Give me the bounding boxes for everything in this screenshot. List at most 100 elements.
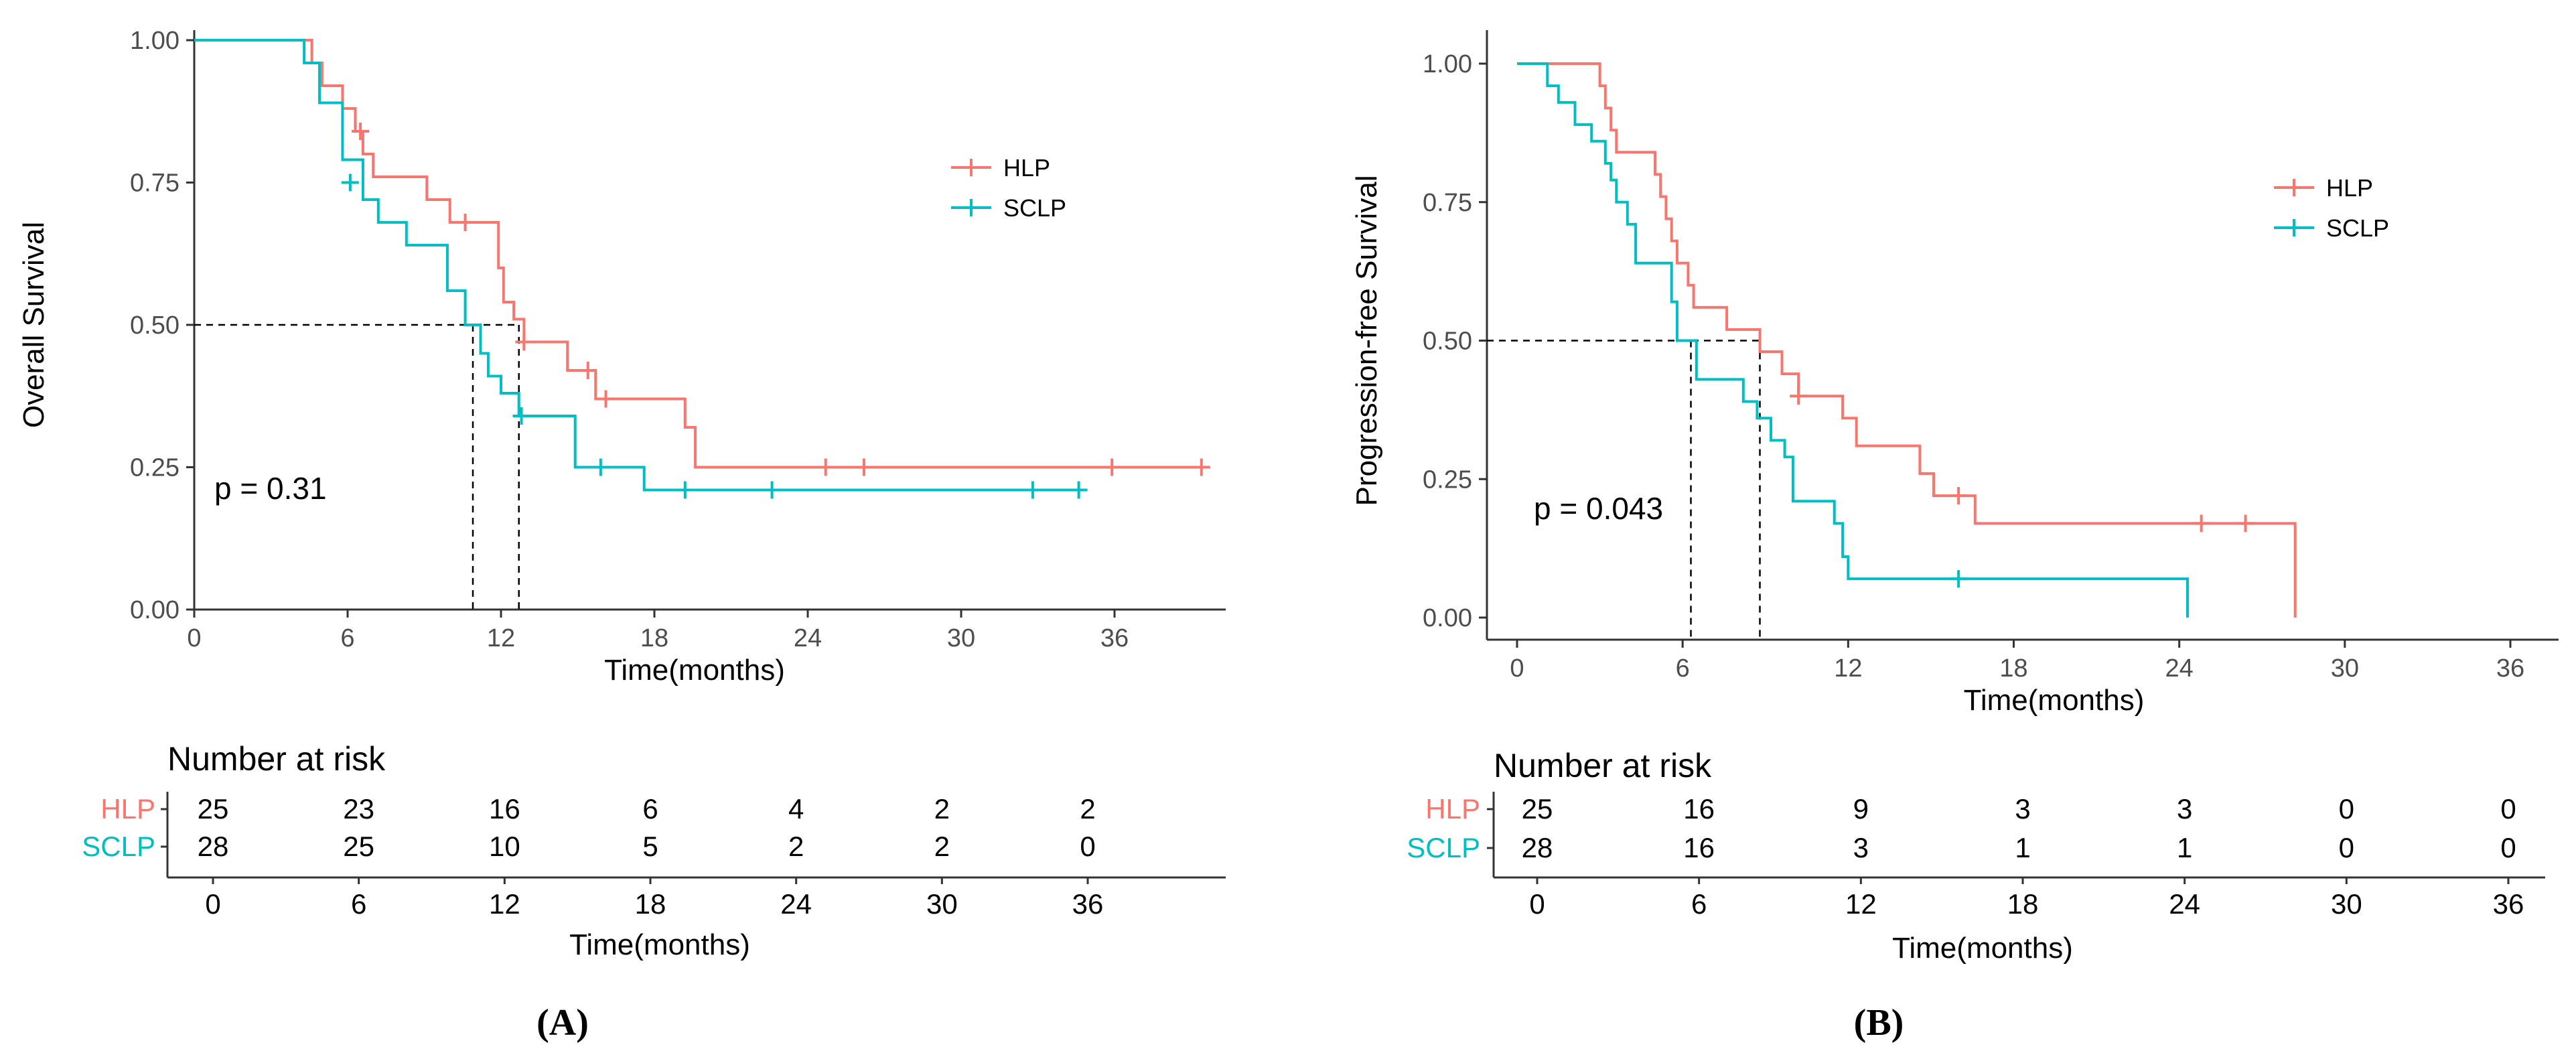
legend-item-hlp: HLP	[951, 154, 1050, 182]
risk-x-tick-label: 6	[351, 888, 366, 920]
x-tick-label: 24	[2165, 654, 2194, 683]
censor-mark-sclp	[591, 458, 610, 476]
risk-count: 3	[2177, 793, 2192, 825]
risk-x-tick-label: 30	[2331, 888, 2362, 920]
y-tick-label: 1.00	[130, 27, 180, 55]
risk-table-title: Number at risk	[1494, 747, 1712, 784]
x-tick-label: 30	[947, 624, 975, 652]
risk-count: 0	[2500, 832, 2516, 863]
risk-x-tick-label: 12	[489, 888, 520, 920]
risk-count: 2	[934, 793, 950, 825]
censor-mark-sclp	[512, 407, 530, 425]
legend-item-hlp: HLP	[2274, 174, 2373, 202]
risk-count: 16	[1683, 832, 1715, 863]
y-tick-label: 1.00	[1423, 50, 1472, 78]
risk-count: 10	[489, 831, 520, 862]
x-tick-label: 6	[1676, 654, 1690, 683]
risk-x-axis-title: Time(months)	[1892, 932, 2073, 965]
risk-count: 6	[642, 793, 658, 825]
legend-label: HLP	[2326, 174, 2373, 202]
y-tick-label: 0.00	[130, 596, 180, 624]
censor-mark-hlp	[1103, 458, 1121, 476]
risk-count: 25	[198, 793, 229, 825]
x-tick-label: 12	[1834, 654, 1862, 683]
y-tick-label: 0.00	[1423, 604, 1472, 632]
censor-mark-sclp	[1070, 481, 1088, 499]
risk-count: 1	[2015, 832, 2030, 863]
censor-mark-hlp	[855, 458, 873, 476]
x-tick-label: 36	[2496, 654, 2524, 683]
y-tick-label: 0.75	[1423, 189, 1472, 217]
risk-count: 5	[642, 831, 658, 862]
risk-x-tick-label: 24	[2169, 888, 2200, 920]
risk-x-tick-label: 36	[1072, 888, 1104, 920]
y-tick-label: 0.25	[130, 454, 180, 482]
censor-mark-hlp	[579, 362, 597, 379]
risk-x-axis-title: Time(months)	[569, 928, 750, 961]
risk-x-tick-label: 30	[926, 888, 958, 920]
risk-count: 0	[1080, 831, 1095, 862]
risk-count: 2	[788, 831, 804, 862]
risk-count: 28	[1522, 832, 1553, 863]
risk-table-title: Number at risk	[167, 740, 386, 778]
y-tick-label: 0.75	[130, 169, 180, 198]
legend-label: SCLP	[1003, 194, 1066, 222]
risk-x-tick-label: 18	[635, 888, 666, 920]
censor-mark-hlp	[2192, 514, 2210, 533]
x-tick-label: 0	[187, 624, 201, 652]
y-tick-label: 0.25	[1423, 466, 1472, 494]
x-axis-title: Time(months)	[604, 654, 785, 687]
legend-label: SCLP	[2326, 214, 2389, 242]
risk-count: 28	[198, 831, 229, 862]
x-tick-label: 36	[1100, 624, 1129, 652]
legend-label: HLP	[1003, 154, 1050, 182]
panel-label: (A)	[536, 1002, 589, 1044]
x-axis-title: Time(months)	[1964, 684, 2145, 717]
risk-count: 9	[1853, 793, 1869, 825]
y-tick-label: 0.50	[130, 311, 180, 340]
censor-mark-hlp	[1950, 487, 1968, 505]
x-tick-label: 18	[640, 624, 668, 652]
risk-count: 16	[489, 793, 520, 825]
legend-item-sclp: SCLP	[951, 194, 1066, 222]
risk-count: 23	[343, 793, 374, 825]
km-curve-sclp	[194, 39, 1079, 492]
risk-count: 2	[1080, 793, 1095, 825]
censor-mark-sclp	[1023, 481, 1042, 499]
risk-count: 0	[2500, 793, 2516, 825]
p-value: p = 0.043	[1534, 491, 1663, 526]
censor-mark-sclp	[1950, 570, 1968, 588]
censor-mark-sclp	[341, 173, 359, 192]
censor-mark-hlp	[515, 333, 533, 351]
risk-x-tick-label: 0	[1529, 888, 1545, 920]
censor-mark-hlp	[352, 123, 370, 140]
censor-mark-hlp	[816, 458, 835, 476]
y-axis-title: Progression-free Survival	[1350, 175, 1383, 506]
risk-count: 1	[2177, 832, 2192, 863]
risk-x-tick-label: 12	[1845, 888, 1877, 920]
risk-count: 25	[343, 831, 374, 862]
censor-mark-hlp	[1192, 458, 1210, 476]
risk-table: Number at risk HLP 25 23 16 6 4 2 2 SCLP 28 25 10 5 2 2…	[82, 740, 1226, 961]
x-tick-label: 6	[340, 624, 354, 652]
km-curve-sclp	[1517, 62, 2189, 618]
risk-count: 25	[1522, 793, 1553, 825]
x-tick-label: 30	[2331, 654, 2359, 683]
risk-x-tick-label: 0	[205, 888, 220, 920]
km-curve-hlp	[1517, 62, 2297, 618]
km-panel-b: 0.000.250.500.751.000 6 12 18 24 30 36Time(mon…	[1350, 30, 2559, 1044]
risk-x-tick-label: 36	[2493, 888, 2524, 920]
risk-row-label-sclp: SCLP	[82, 831, 155, 862]
risk-count: 0	[2339, 793, 2354, 825]
x-tick-label: 12	[487, 624, 515, 652]
risk-row-label-hlp: HLP	[1425, 793, 1480, 825]
censor-mark-hlp	[597, 390, 615, 408]
y-tick-label: 0.50	[1423, 328, 1472, 356]
x-tick-label: 18	[1999, 654, 2027, 683]
risk-count: 3	[2015, 793, 2030, 825]
legend-item-sclp: SCLP	[2274, 214, 2389, 242]
risk-count: 3	[1853, 832, 1869, 863]
risk-row-label-hlp: HLP	[100, 793, 155, 825]
censor-mark-sclp	[676, 481, 694, 499]
